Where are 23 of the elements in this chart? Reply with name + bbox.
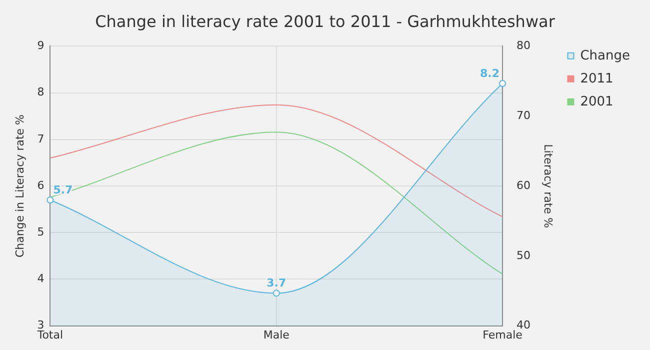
y2-tick-label: 80	[516, 39, 531, 52]
y2-tick-label: 70	[516, 108, 531, 122]
y2-tick-label: 50	[516, 248, 531, 262]
y2-axis-title: Literacy rate %	[541, 144, 554, 228]
data-label: 8.2	[480, 66, 500, 80]
point	[46, 196, 54, 204]
data-label: 3.7	[266, 276, 286, 290]
x-tick-label: Male	[263, 328, 290, 342]
y-tick-label: 8	[37, 86, 44, 99]
y-tick-label: 5	[37, 225, 44, 238]
chart-title: Change in literacy rate 2001 to 2011 - Garhmukhteshwar	[95, 12, 556, 31]
legend-label: Change	[580, 48, 630, 64]
point	[499, 80, 506, 87]
y2-tick-label: 60	[516, 178, 531, 192]
y-tick-label: 9	[37, 39, 44, 52]
y-tick-label: 6	[37, 178, 44, 192]
y-tick-label: 4	[37, 272, 44, 286]
data-label: 5.7	[53, 183, 73, 196]
legend-label: 2001	[580, 94, 614, 110]
point	[272, 290, 280, 297]
y-axis-title: Change in Literacy rate %	[13, 114, 26, 258]
y-tick-label: 7	[37, 132, 44, 146]
legend-label: 2011	[580, 71, 614, 86]
